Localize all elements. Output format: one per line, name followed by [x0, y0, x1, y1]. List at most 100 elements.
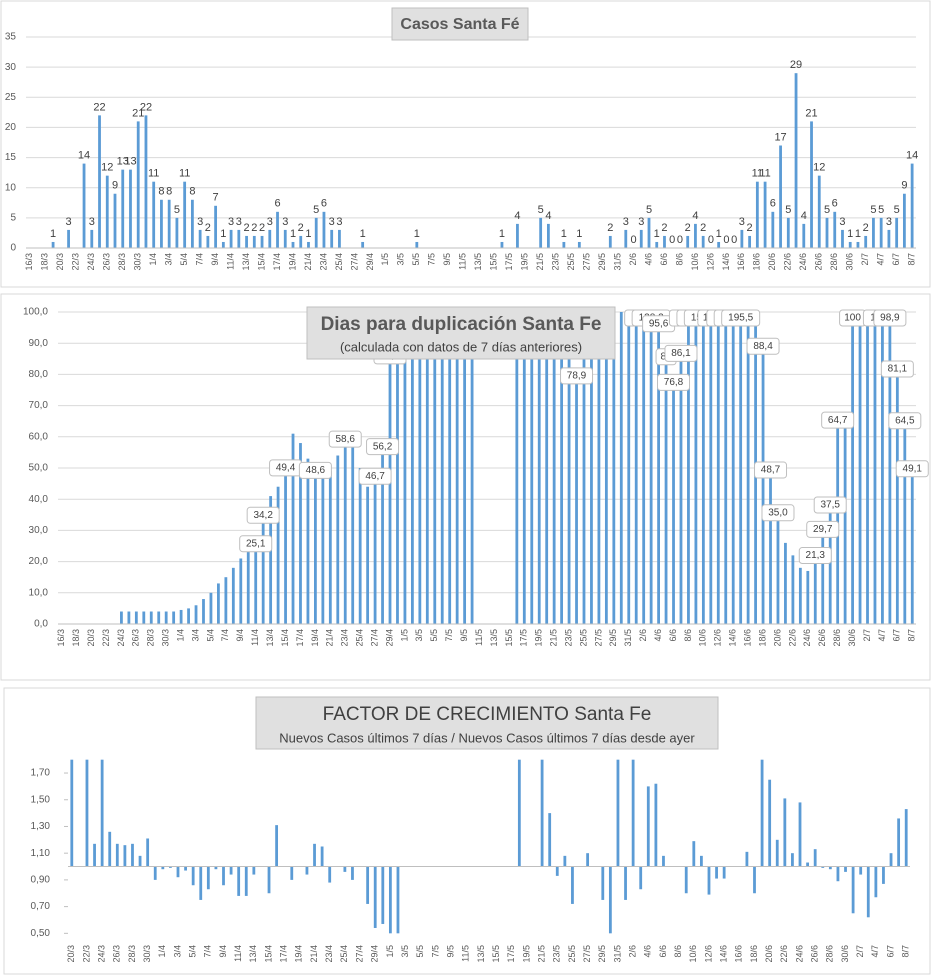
- bar: [739, 312, 743, 624]
- bar: [624, 866, 627, 900]
- y-tick-label: 0: [10, 243, 16, 254]
- x-tick-label: 21/4: [309, 945, 319, 963]
- x-tick-label: 1/5: [380, 253, 390, 266]
- bar: [396, 312, 399, 624]
- x-tick-label: 9/5: [459, 629, 469, 642]
- data-label: 11: [752, 168, 763, 180]
- bar: [172, 611, 176, 624]
- bar: [731, 312, 735, 624]
- data-label-box: [246, 506, 280, 524]
- bar: [686, 235, 690, 248]
- x-tick-label: 28/3: [117, 253, 127, 271]
- bar: [604, 312, 608, 624]
- data-label: 5: [313, 204, 319, 216]
- x-tick-label: 8/7: [901, 945, 911, 958]
- bar: [146, 838, 150, 867]
- bar: [396, 866, 400, 934]
- data-label: 4: [545, 210, 551, 222]
- data-label: 5: [894, 204, 900, 216]
- data-label: 56,2: [373, 441, 393, 452]
- data-label-box: [560, 367, 594, 385]
- chart-subtitle: Nuevos Casos últimos 7 días / Nuevos Cas…: [279, 730, 695, 745]
- bar: [164, 611, 168, 624]
- bar: [245, 235, 248, 248]
- bar: [113, 193, 117, 248]
- y-tick-label: 15: [5, 152, 17, 163]
- bar: [701, 312, 705, 624]
- x-tick-label: 5/4: [205, 629, 215, 642]
- x-tick-label: 17/5: [506, 945, 516, 963]
- x-tick-label: 8/6: [673, 945, 683, 958]
- data-label: 195,5: [728, 313, 753, 324]
- bar: [872, 217, 875, 248]
- x-tick-label: 27/4: [369, 629, 379, 647]
- x-tick-label: 28/3: [127, 945, 137, 963]
- bars: [51, 73, 914, 248]
- x-tick-label: 1/4: [175, 629, 185, 642]
- bar: [388, 357, 392, 624]
- x-tick-label: 25/5: [567, 945, 577, 963]
- bar: [575, 377, 578, 624]
- chart-title: FACTOR DE CRECIMIENTO Santa Fe: [323, 704, 652, 725]
- bar: [144, 115, 148, 248]
- data-label: 21: [132, 107, 144, 119]
- bar: [740, 229, 744, 248]
- data-label: 34,2: [253, 510, 273, 521]
- bar: [343, 866, 347, 872]
- bar: [608, 235, 612, 248]
- bar: [586, 853, 590, 867]
- x-tick-label: 6/6: [658, 945, 668, 958]
- bar: [221, 241, 225, 248]
- bar: [873, 312, 877, 624]
- data-label: 11: [759, 168, 770, 180]
- bar: [366, 486, 370, 624]
- data-label: 46,7: [365, 471, 385, 482]
- x-tick-label: 1/4: [157, 945, 167, 958]
- x-tick-label: 19/5: [521, 945, 531, 963]
- x-tick-label: 27/4: [349, 253, 359, 271]
- bar: [381, 448, 384, 624]
- bar: [267, 866, 271, 894]
- x-tick-label: 15/5: [491, 945, 501, 963]
- bar: [191, 866, 195, 886]
- data-label: 0: [669, 234, 675, 246]
- data-label: 2: [700, 222, 706, 234]
- data-label: 21,3: [806, 550, 826, 561]
- x-tick-label: 30/3: [133, 253, 143, 271]
- x-tick-label: 5/4: [179, 253, 189, 266]
- bar: [314, 472, 317, 624]
- data-label: 58,6: [336, 434, 356, 445]
- chart-subtitle: (calculada con datos de 7 días anteriore…: [340, 339, 582, 354]
- bar: [806, 862, 809, 867]
- data-label: 6: [770, 198, 776, 210]
- data-label: 1: [654, 228, 660, 240]
- data-label: 3: [638, 216, 644, 228]
- bar: [290, 866, 294, 880]
- bar: [707, 866, 711, 895]
- x-tick-label: 19/4: [287, 253, 297, 271]
- bar: [746, 312, 750, 624]
- bar: [745, 851, 749, 867]
- bar: [672, 384, 675, 624]
- x-tick-label: 1/5: [399, 629, 409, 642]
- x-tick-label: 5/5: [415, 945, 425, 958]
- data-label: 2: [863, 222, 869, 234]
- x-tick-label: 27/5: [581, 253, 591, 271]
- x-tick-label: 27/4: [354, 945, 364, 963]
- x-tick-label: 18/3: [71, 629, 81, 647]
- data-label: 14: [906, 150, 918, 162]
- data-label-box: [821, 411, 855, 429]
- y-tick-label: 30,0: [29, 525, 49, 536]
- bar: [418, 312, 422, 624]
- x-tick-label: 23/5: [551, 253, 561, 271]
- bar: [320, 846, 324, 867]
- data-label: 1: [220, 228, 226, 240]
- x-tick-label: 4/7: [876, 253, 886, 266]
- x-tick-label: 2/7: [855, 945, 865, 958]
- bar: [597, 312, 601, 624]
- bar: [82, 163, 86, 248]
- bar: [866, 866, 870, 918]
- data-label-box: [664, 344, 698, 362]
- x-tick-label: 4/7: [870, 945, 880, 958]
